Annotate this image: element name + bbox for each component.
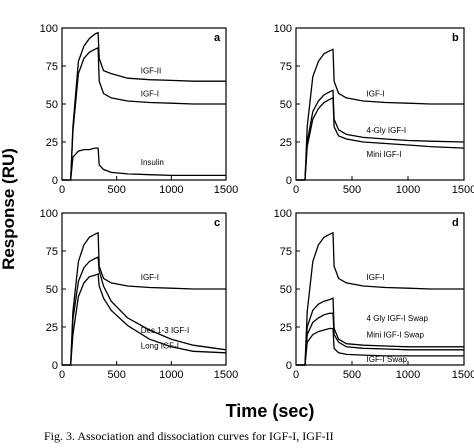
panel-letter: d [452, 217, 459, 229]
series-label: Mini IGF-I Swap [367, 331, 425, 340]
y-tick-label: 100 [40, 208, 58, 220]
y-tick-label: 75 [46, 61, 58, 73]
y-tick-label: 100 [40, 23, 58, 35]
y-tick-label: 100 [274, 208, 292, 220]
y-tick-label: 25 [46, 137, 58, 149]
y-tick-label: 0 [52, 175, 58, 187]
y-tick-label: 50 [46, 99, 58, 111]
x-tick-label: 0 [59, 184, 65, 196]
y-tick-label: 50 [46, 284, 58, 296]
panel-letter: b [452, 32, 459, 44]
x-tick-label: 1500 [452, 184, 474, 196]
x-tick-label: 1500 [452, 369, 474, 381]
y-tick-label: 75 [280, 61, 292, 73]
x-axis-title: Time (sec) [226, 401, 315, 421]
series-label: Des 1-3 IGF-I [141, 326, 189, 335]
y-tick-label: 0 [52, 360, 58, 372]
y-tick-label: 50 [280, 99, 292, 111]
x-tick-label: 500 [107, 369, 125, 381]
series-line [296, 312, 464, 366]
y-tick-label: 75 [280, 246, 292, 258]
panel-letter: c [214, 217, 220, 229]
x-tick-label: 0 [59, 369, 65, 381]
x-tick-label: 0 [293, 184, 299, 196]
x-tick-label: 1000 [396, 369, 420, 381]
y-tick-label: 25 [280, 322, 292, 334]
series-label: Mini IGF-I [367, 150, 402, 159]
x-tick-label: 500 [107, 184, 125, 196]
series-line [62, 46, 226, 181]
series-label: IGF-I [141, 273, 159, 282]
series-line [62, 272, 227, 366]
x-tick-label: 1000 [159, 369, 183, 381]
series-label: IGF-I [367, 89, 385, 98]
series-line [62, 31, 226, 181]
series-label: 4-Gly IGF-I [367, 126, 407, 135]
series-label: 4 Gly IGF-I Swap [367, 314, 429, 323]
x-tick-label: 1000 [396, 184, 420, 196]
series-line [296, 231, 464, 366]
x-tick-label: 500 [343, 184, 361, 196]
series-label: IGF-I Swap [367, 355, 408, 364]
series-label: IGF-I [141, 89, 159, 98]
series-line [62, 147, 226, 181]
x-tick-label: 1000 [159, 184, 183, 196]
x-tick-label: 500 [343, 369, 361, 381]
y-axis-title: Response (RU) [0, 148, 18, 270]
series-label: Insulin [141, 158, 164, 167]
series-label: IGF-I [367, 273, 385, 282]
series-line [62, 256, 227, 366]
series-label: Long IGF-I [141, 341, 179, 350]
y-tick-label: 100 [274, 23, 292, 35]
series-line [296, 96, 465, 181]
y-tick-label: 0 [286, 175, 292, 187]
y-tick-label: 50 [280, 284, 292, 296]
x-tick-label: 1500 [214, 184, 238, 196]
x-tick-label: 0 [293, 369, 299, 381]
x-tick-label: 1500 [214, 369, 238, 381]
y-tick-label: 0 [286, 360, 292, 372]
series-label: IGF-II [141, 67, 161, 76]
y-tick-label: 25 [46, 322, 58, 334]
series-line [296, 327, 464, 366]
figure-caption: Fig. 3. Association and dissociation cur… [44, 429, 334, 443]
panel-letter: a [214, 32, 221, 44]
series-line [62, 231, 226, 366]
y-tick-label: 25 [280, 137, 292, 149]
y-tick-label: 75 [46, 246, 58, 258]
series-line [296, 48, 464, 181]
